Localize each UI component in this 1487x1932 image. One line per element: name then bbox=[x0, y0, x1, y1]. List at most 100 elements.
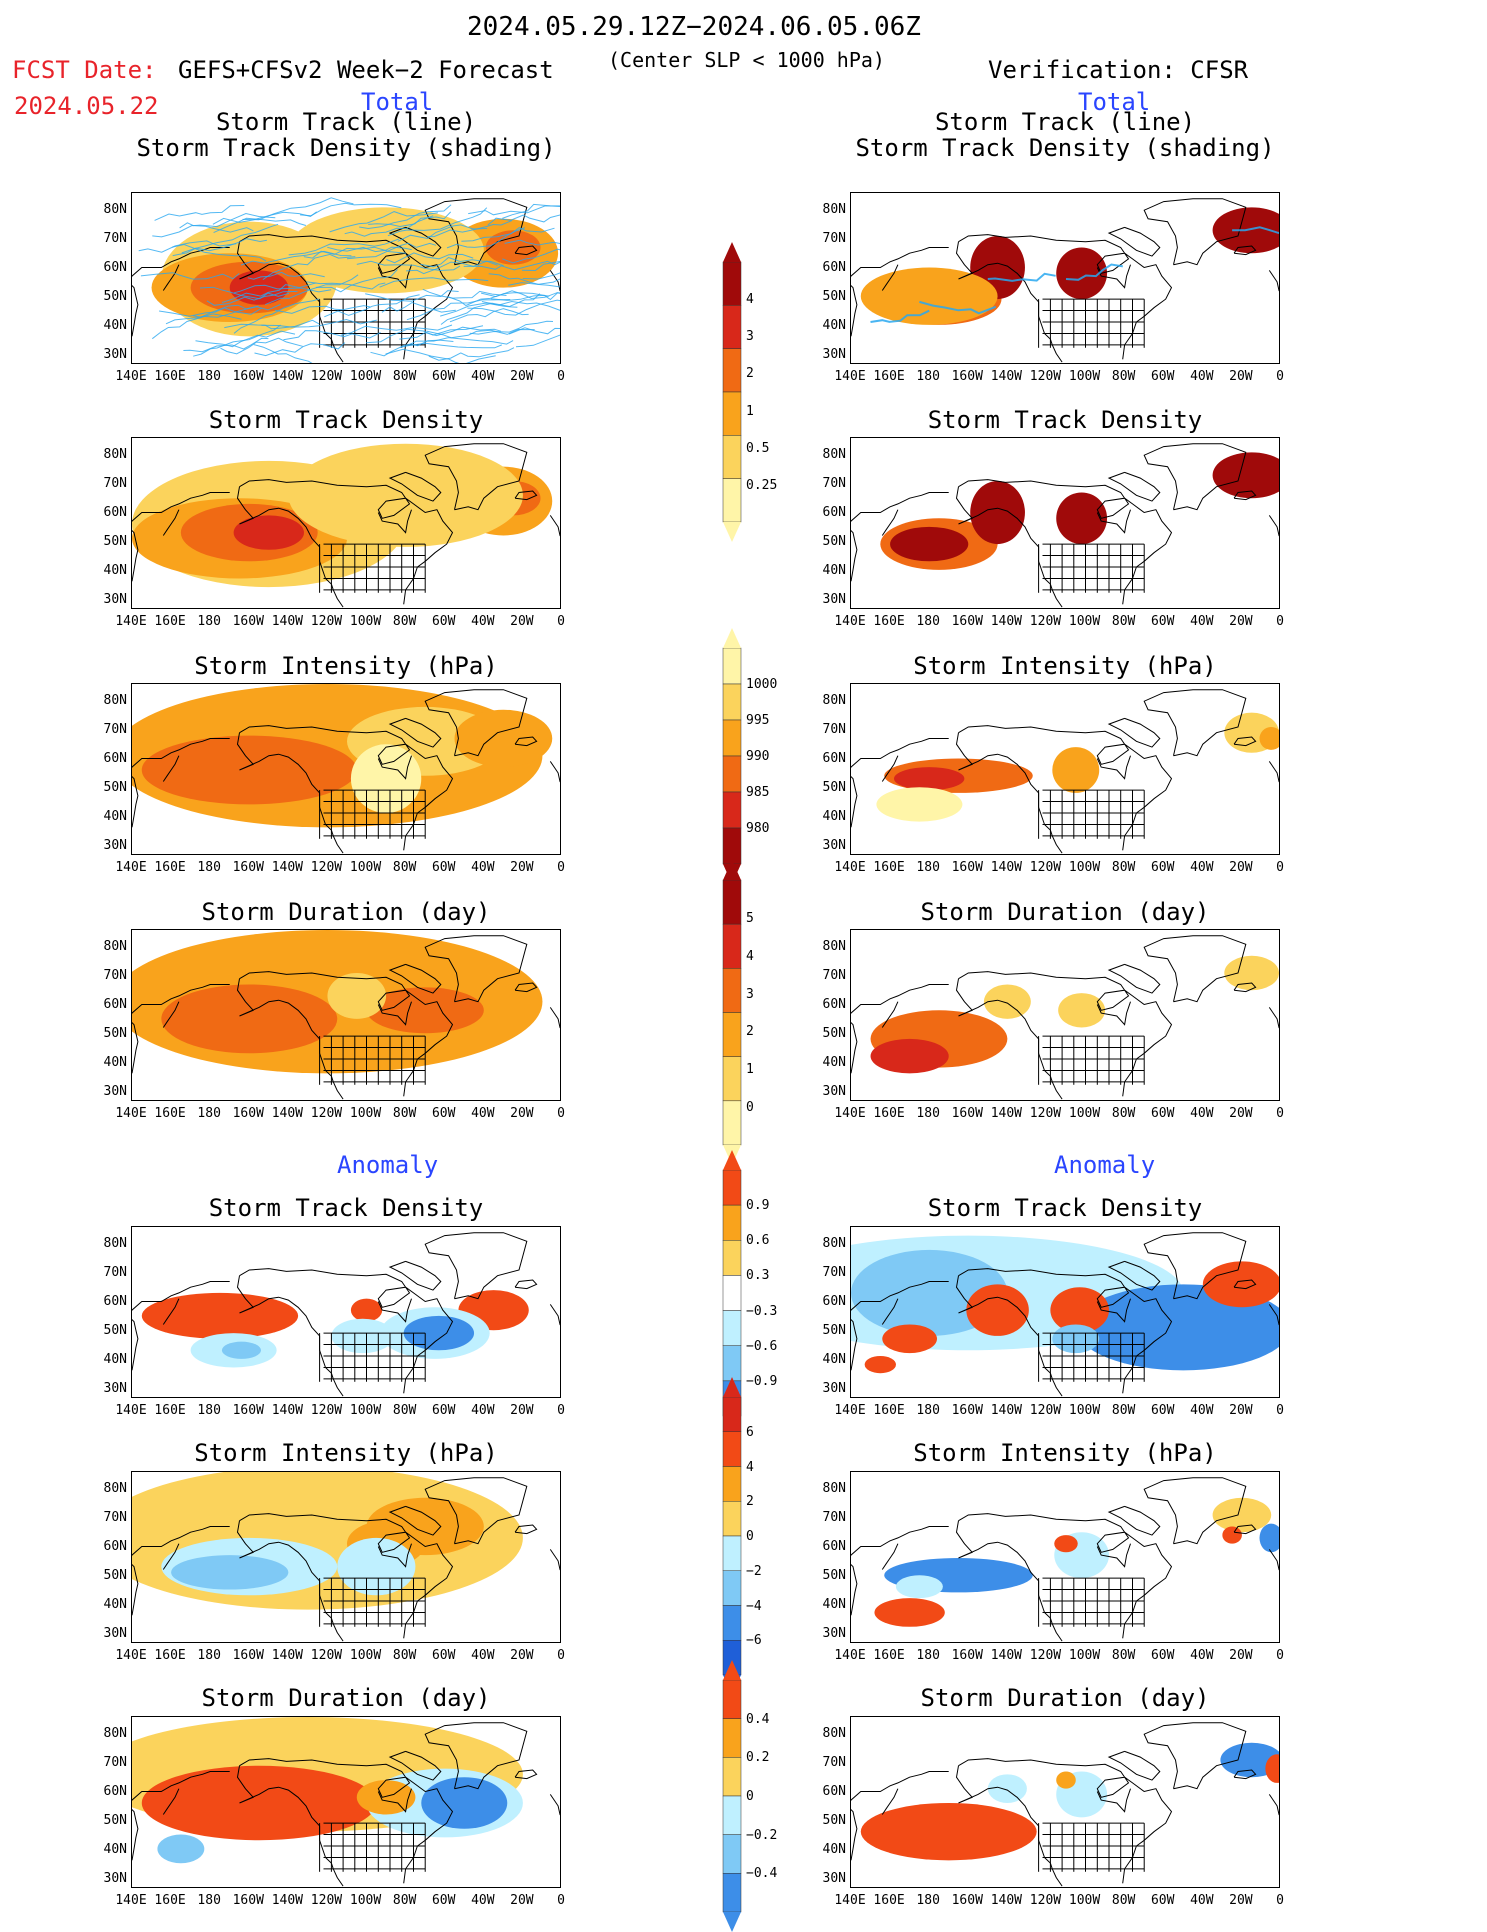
lat-label: 80N bbox=[103, 202, 127, 217]
lon-label: 80W bbox=[392, 1648, 417, 1663]
anomaly-left-label: Anomaly bbox=[337, 1151, 439, 1179]
field-blob bbox=[1224, 955, 1279, 991]
colorbar-label: 2 bbox=[746, 366, 754, 382]
colorbar-label: 0 bbox=[746, 1529, 754, 1544]
colorbar-swatch bbox=[722, 1204, 742, 1241]
coastlines bbox=[132, 1232, 560, 1397]
shaded-field bbox=[880, 452, 1279, 570]
lon-label: 120W bbox=[1029, 1648, 1062, 1663]
lon-label: 140W bbox=[271, 369, 304, 384]
lat-label: 70N bbox=[822, 722, 846, 737]
lon-label: 20W bbox=[510, 1648, 534, 1663]
lon-label: 20W bbox=[510, 1106, 534, 1121]
lat-label: 50N bbox=[103, 1813, 127, 1828]
lon-label: 160E bbox=[873, 614, 905, 629]
map-svg bbox=[132, 197, 560, 363]
lon-label: 120W bbox=[310, 860, 343, 875]
field-blob bbox=[890, 526, 969, 562]
colorbar-label: 0 bbox=[746, 1789, 754, 1804]
field-blob bbox=[864, 1356, 896, 1374]
colorbar-label: 0.3 bbox=[746, 1268, 770, 1284]
colorbar-swatch bbox=[722, 1795, 742, 1835]
lon-label: 140E bbox=[834, 614, 866, 629]
lon-label: 160E bbox=[154, 860, 186, 875]
field-blob bbox=[157, 1834, 205, 1864]
lat-label: 60N bbox=[822, 997, 846, 1012]
lat-label: 70N bbox=[103, 476, 127, 491]
lon-label: 60W bbox=[1150, 1403, 1175, 1418]
colorbar-label: 1 bbox=[746, 1062, 754, 1078]
panel-subtitle: Storm Track Density (shading) bbox=[136, 134, 556, 162]
lon-label: 180 bbox=[916, 1106, 940, 1121]
lon-label: 80W bbox=[1111, 1893, 1136, 1908]
colorbar-swatch bbox=[722, 791, 742, 829]
lat-label: 30N bbox=[822, 1871, 846, 1886]
lon-label: 60W bbox=[431, 369, 456, 384]
shaded-field bbox=[132, 443, 553, 588]
colorbar-label: 2 bbox=[746, 1024, 754, 1040]
lon-label: 80W bbox=[1111, 614, 1136, 629]
center-slp-label: (Center SLP < 1000 hPa) bbox=[608, 48, 885, 72]
field-blob bbox=[1259, 1523, 1279, 1553]
lon-label: 160W bbox=[232, 860, 264, 875]
lat-label: 70N bbox=[822, 476, 846, 491]
lon-label: 60W bbox=[1150, 1893, 1175, 1908]
lon-label: 0 bbox=[1276, 1893, 1284, 1908]
colorbar-label: 6 bbox=[746, 1424, 754, 1440]
colorbar-label: 0.5 bbox=[746, 440, 770, 456]
lon-label: 60W bbox=[431, 614, 456, 629]
lon-label: 0 bbox=[1276, 1403, 1284, 1418]
lon-label: 100W bbox=[349, 1648, 382, 1663]
lon-label: 20W bbox=[1229, 1893, 1253, 1908]
lat-label: 40N bbox=[103, 1352, 127, 1367]
colorbar-arrow bbox=[723, 860, 741, 880]
lon-label: 120W bbox=[310, 1403, 343, 1418]
lon-label: 180 bbox=[916, 369, 940, 384]
lon-label: 0 bbox=[557, 1893, 565, 1908]
colorbar-label: −0.6 bbox=[746, 1338, 778, 1354]
lat-label: 70N bbox=[103, 1265, 127, 1280]
lon-label: 120W bbox=[310, 369, 343, 384]
lat-label: 80N bbox=[822, 1726, 846, 1741]
lon-label: 60W bbox=[1150, 1648, 1175, 1663]
shaded-field bbox=[132, 1717, 523, 1864]
panel-title: Storm Intensity (hPa) bbox=[194, 652, 498, 680]
colorbar-label: 4 bbox=[746, 948, 754, 964]
colorbar-label: −0.2 bbox=[746, 1827, 778, 1843]
field-blob bbox=[421, 1777, 508, 1829]
coastlines bbox=[851, 1232, 1279, 1397]
lon-label: 140E bbox=[115, 860, 147, 875]
lon-label: 180 bbox=[197, 1403, 221, 1418]
shaded-field bbox=[132, 930, 543, 1074]
map-panel-aduration-right bbox=[850, 1716, 1280, 1888]
colorbar-label: 4 bbox=[746, 292, 754, 308]
colorbar-label: 0.2 bbox=[746, 1750, 770, 1766]
lat-label: 60N bbox=[822, 505, 846, 520]
field-blob bbox=[337, 1537, 416, 1596]
colorbar-arrow bbox=[723, 628, 741, 648]
lat-label: 70N bbox=[822, 1265, 846, 1280]
lat-label: 60N bbox=[103, 1539, 127, 1554]
colorbar-swatch bbox=[722, 827, 742, 865]
map-svg bbox=[851, 1477, 1279, 1642]
field-blob bbox=[233, 515, 304, 550]
lon-label: 80W bbox=[392, 614, 417, 629]
field-blob bbox=[350, 1298, 383, 1322]
colorbar-label: 1 bbox=[746, 403, 754, 419]
lat-label: 30N bbox=[822, 1381, 846, 1396]
lon-label: 40W bbox=[1190, 1403, 1214, 1418]
colorbar-swatch bbox=[722, 1012, 742, 1057]
field-blob bbox=[161, 984, 338, 1054]
panel-title: Storm Duration (day) bbox=[920, 1684, 1210, 1712]
colorbar-arrow bbox=[723, 1912, 741, 1932]
field-blob bbox=[171, 1555, 289, 1590]
colorbar-label: 5 bbox=[746, 910, 754, 926]
lon-label: 160E bbox=[154, 614, 186, 629]
lon-label: 100W bbox=[1068, 860, 1101, 875]
panel-title: Storm Track (line) bbox=[215, 108, 477, 136]
field-blob bbox=[882, 1324, 937, 1354]
shaded-field bbox=[876, 712, 1279, 822]
field-blob bbox=[403, 1315, 475, 1351]
lat-label: 60N bbox=[103, 751, 127, 766]
map-svg bbox=[132, 1232, 560, 1397]
